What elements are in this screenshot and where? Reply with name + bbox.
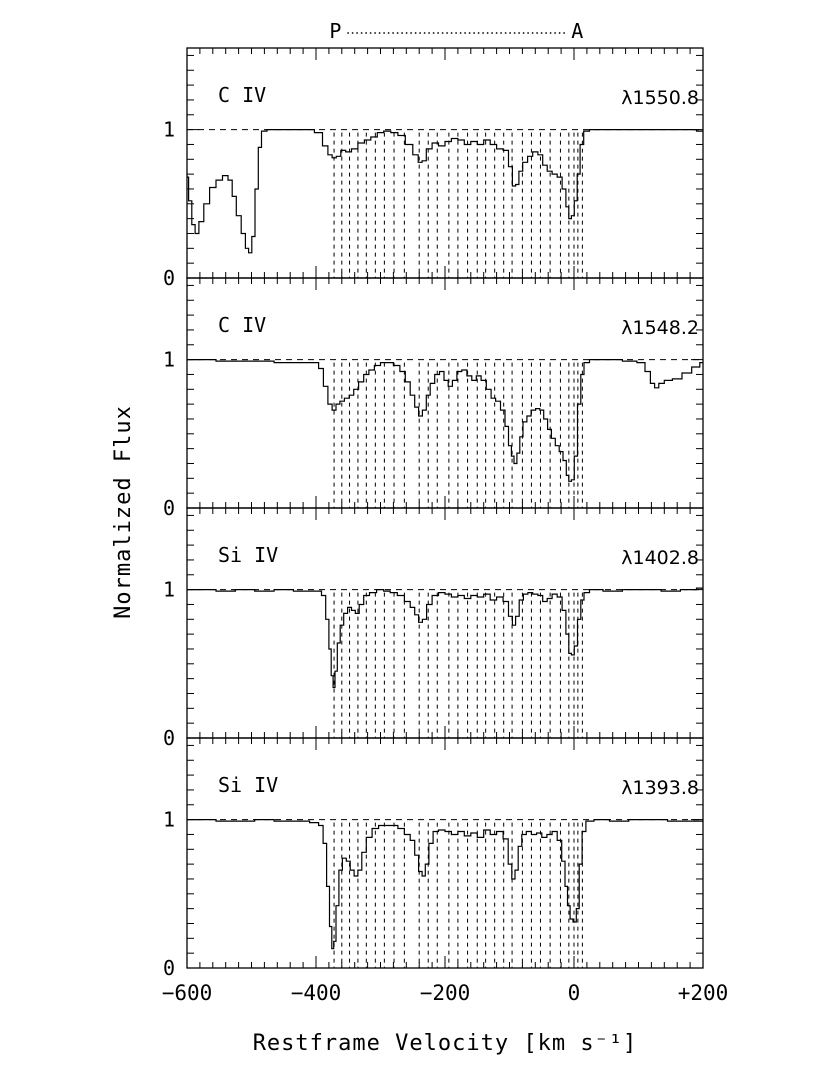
wavelength-label: λ1393.8: [621, 777, 699, 799]
ion-label: C IV: [218, 83, 266, 107]
y-tick-label: 0: [163, 266, 175, 290]
panel-3: 0 1 Si IV λ1402.8: [163, 507, 704, 750]
spectrum-line: [187, 587, 703, 689]
y-tick-label: 0: [163, 956, 175, 980]
ion-label: Si IV: [218, 773, 278, 797]
wavelength-label: λ1550.8: [621, 87, 699, 109]
panel-2: 0 1 C IV λ1548.2: [163, 277, 704, 520]
x-tick-label: 0: [568, 981, 581, 1005]
annotation-start-label: P: [329, 19, 341, 43]
y-axis-label: Normalized Flux: [111, 405, 136, 619]
ion-label: Si IV: [218, 543, 278, 567]
panels: 0 1 C IV λ1550.8 0 1 C IV λ1548.2 0 1 Si IV λ1402.8…: [163, 47, 704, 980]
ion-label: C IV: [218, 313, 266, 337]
spectrum-line: [187, 129, 703, 254]
spectrum-line: [187, 819, 703, 950]
panel-1: 0 1 C IV λ1550.8: [163, 47, 704, 290]
wavelength-label: λ1548.2: [621, 317, 699, 339]
y-tick-label: 1: [163, 348, 175, 372]
y-tick-label: 0: [163, 496, 175, 520]
x-tick-labels: −600 −400 −200 0 +200: [162, 981, 729, 1005]
wavelength-label: λ1402.8: [621, 547, 699, 569]
panel-4: 0 1 Si IV λ1393.8: [163, 737, 704, 980]
x-axis-label: Restframe Velocity [km s⁻¹]: [253, 1031, 638, 1056]
x-tick-label: −600: [162, 981, 213, 1005]
spectrum-line: [187, 359, 703, 482]
y-tick-label: 0: [163, 726, 175, 750]
x-tick-label: −200: [420, 981, 471, 1005]
y-tick-label: 1: [163, 578, 175, 602]
x-tick-label: +200: [678, 981, 729, 1005]
x-tick-label: −400: [291, 981, 342, 1005]
y-tick-label: 1: [163, 808, 175, 832]
top-annotation: P A: [329, 19, 583, 43]
y-tick-label: 1: [163, 118, 175, 142]
annotation-end-label: A: [571, 19, 583, 43]
